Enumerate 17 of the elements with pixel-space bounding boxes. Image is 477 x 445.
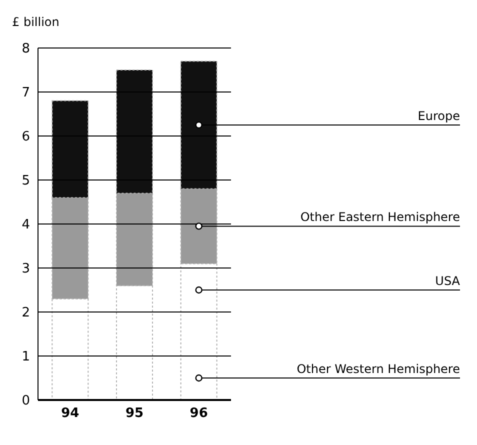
y-tick-label: 8 [22,42,30,57]
y-tick-label: 2 [22,306,30,321]
y-tick-label: 3 [22,262,30,277]
annotation: Other Western Hemisphere [296,362,460,376]
y-tick-label: 1 [22,350,30,365]
y-tick-label: 0 [22,394,30,409]
annotation: USA [435,274,461,288]
y-tick-label: 5 [22,174,30,189]
y-tick-label: 6 [22,130,30,145]
x-tick-label: 94 [61,406,80,422]
x-tick-label: 95 [125,406,144,422]
x-tick-label: 96 [190,406,208,422]
text: Europe [418,109,460,123]
y-axis-title: £ billion [12,15,60,29]
text: Other Eastern Hemisphere [300,210,460,224]
y-tick-label: 7 [22,86,30,101]
y-tick-label: 4 [22,218,30,233]
